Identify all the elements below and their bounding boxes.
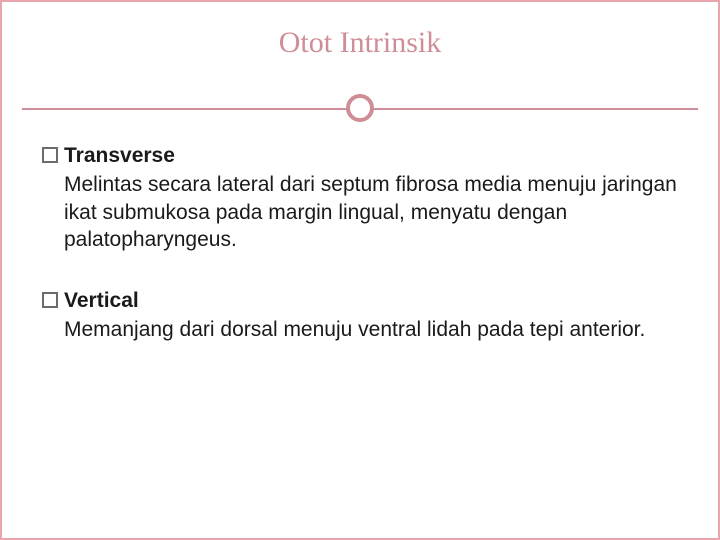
slide-frame: Otot Intrinsik Transverse Melintas secar…: [0, 0, 720, 540]
section-body: Melintas secara lateral dari septum fibr…: [64, 171, 678, 253]
section-heading-row: Vertical: [42, 287, 678, 314]
square-bullet-icon: [42, 147, 58, 163]
section-heading: Transverse: [64, 142, 175, 169]
square-bullet-icon: [42, 292, 58, 308]
section-block: Vertical Memanjang dari dorsal menuju ve…: [42, 287, 678, 344]
slide-title: Otot Intrinsik: [2, 2, 718, 60]
section-block: Transverse Melintas secara lateral dari …: [42, 142, 678, 253]
divider-circle-icon: [346, 94, 374, 122]
section-heading: Vertical: [64, 287, 139, 314]
section-heading-row: Transverse: [42, 142, 678, 169]
title-divider: [22, 94, 698, 122]
section-body: Memanjang dari dorsal menuju ventral lid…: [64, 316, 678, 343]
content-area: Transverse Melintas secara lateral dari …: [42, 142, 678, 378]
